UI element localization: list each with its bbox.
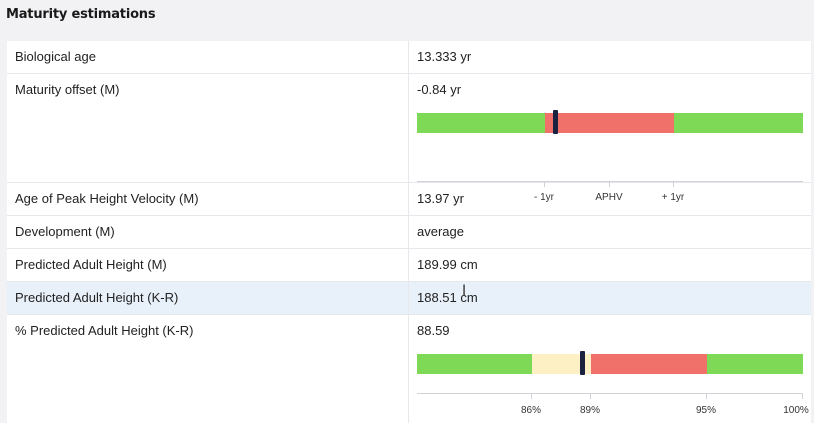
row-label: Predicted Adult Height (K-R) [7,282,409,314]
table-row-percent-predicted-adult-height: % Predicted Adult Height (K-R) 88.59 86%… [7,315,811,423]
maturity-axis: - 1yr APHV + 1yr [417,181,803,203]
row-value: average [417,224,464,239]
tick-label-aphv: APHV [595,192,623,203]
axis-tick [673,181,674,187]
axis-tick [544,181,545,187]
bar-segment-green-left [417,113,545,133]
axis-tick [802,393,803,399]
tick-label-plus-1yr: + 1yr [661,192,685,203]
row-value: 188.51 cm [417,290,478,305]
bar-segment-green-right [707,354,803,374]
bar-segment-green-right [674,113,803,133]
tick-label-100: 100% [783,405,809,416]
tick-label-95: 95% [695,405,717,416]
axis-tick [590,393,591,399]
row-value: 88.59 [417,323,450,338]
table-row-predicted-adult-height-kr[interactable]: Predicted Adult Height (K-R) 188.51 cm [7,282,811,315]
maturity-offset-marker [553,110,558,134]
row-label: Biological age [7,41,409,73]
row-label: % Predicted Adult Height (K-R) [7,315,409,423]
table-row-biological-age: Biological age 13.333 yr [7,41,811,74]
bar-segment-green-left [417,354,532,374]
row-label: Age of Peak Height Velocity (M) [7,183,409,215]
row-label: Predicted Adult Height (M) [7,249,409,281]
section-title: Maturity estimations [6,7,156,22]
text-cursor-icon: I [462,283,467,299]
axis-tick [531,393,532,399]
percent-height-marker [580,351,585,375]
percent-axis: 86% 89% 95% 100% [417,393,809,416]
tick-label-minus-1yr: - 1yr [534,192,554,203]
row-value-cell: -0.84 yr - 1yr APHV + 1yr [409,74,811,203]
bar-segment-red [545,113,674,133]
row-label: Development (M) [7,216,409,248]
row-value: -0.84 yr [417,82,462,97]
table-row-predicted-adult-height-m: Predicted Adult Height (M) 189.99 cm [7,249,811,282]
row-value-cell: 88.59 86% 89% 95% 100% [409,315,811,423]
table-row-development: Development (M) average [7,216,811,249]
percent-height-bar [417,351,803,375]
maturity-offset-bar [417,110,803,134]
row-value: 13.333 yr [417,49,472,64]
bar-segment-yellow [532,354,591,374]
bar-segment-red [591,354,707,374]
row-value: 13.97 yr [417,191,464,206]
row-value: 189.99 cm [417,257,478,272]
maturity-table: Biological age 13.333 yr Maturity offset… [7,41,811,423]
table-row-maturity-offset: Maturity offset (M) -0.84 yr - 1yr APHV … [7,74,811,203]
axis-tick [706,393,707,399]
axis-tick [609,181,610,187]
tick-label-89: 89% [579,405,601,416]
row-label: Maturity offset (M) [7,74,409,182]
tick-label-86: 86% [520,405,542,416]
table-row-aphv: Age of Peak Height Velocity (M) 13.97 yr [7,183,811,216]
